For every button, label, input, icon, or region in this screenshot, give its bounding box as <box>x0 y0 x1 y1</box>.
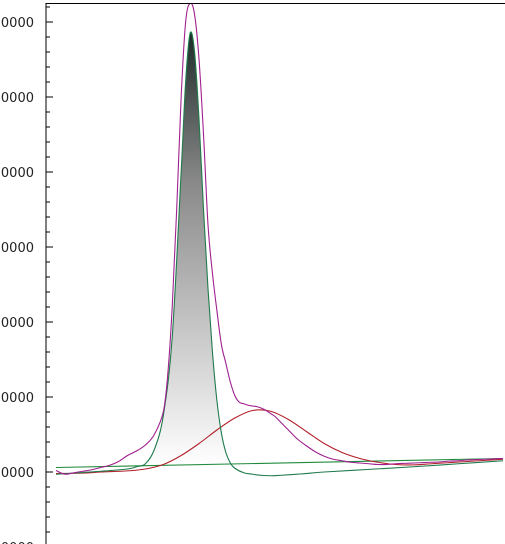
peak-fill-area <box>127 31 271 467</box>
y-axis <box>45 3 505 544</box>
peak-fit-line <box>55 31 504 477</box>
y-axis-tick-labels: 000000000000000000000000000000000000000 <box>0 16 34 544</box>
y-tick-label: 0000 <box>1 541 34 544</box>
series-group <box>55 4 504 477</box>
measured-line <box>55 4 504 475</box>
baseline-line <box>55 457 504 469</box>
broad-fit-line <box>55 409 504 475</box>
